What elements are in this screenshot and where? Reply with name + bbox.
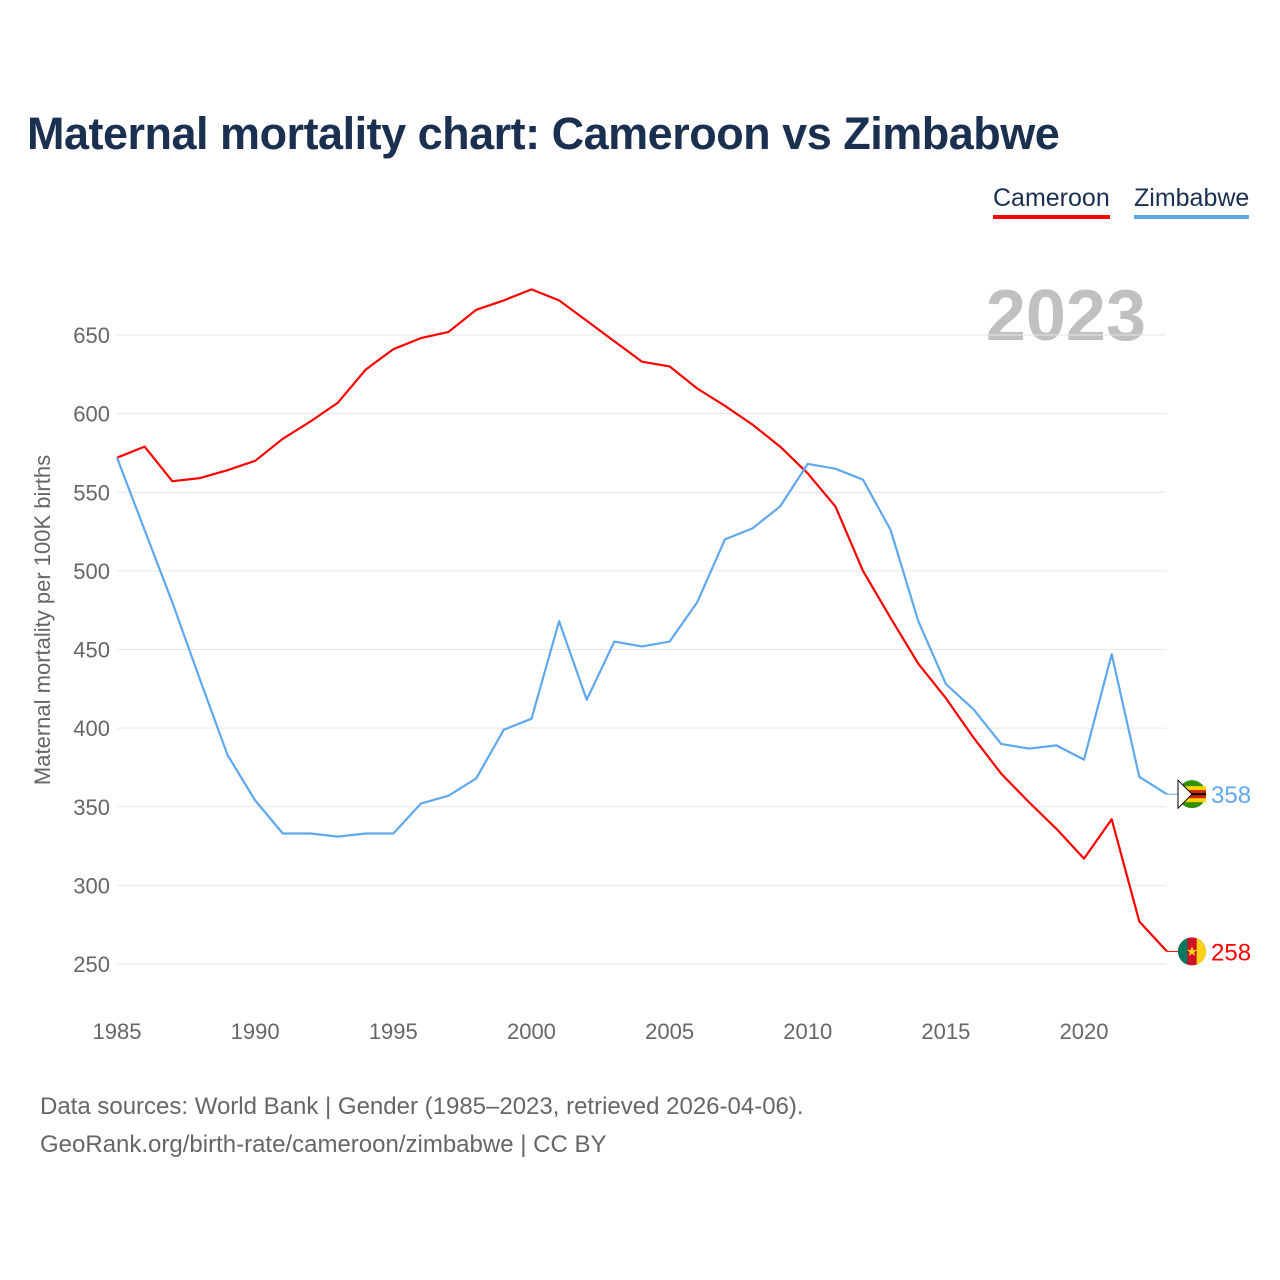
- x-tick-label: 2015: [921, 1019, 970, 1044]
- x-tick-label: 1985: [93, 1019, 142, 1044]
- x-tick-label: 2000: [507, 1019, 556, 1044]
- y-tick-label: 500: [73, 559, 110, 584]
- end-value-label: 258: [1211, 939, 1251, 966]
- x-tick-label: 2020: [1060, 1019, 1109, 1044]
- footer-sources: Data sources: World Bank | Gender (1985–…: [40, 1093, 804, 1120]
- y-tick-label: 400: [73, 716, 110, 741]
- y-axis-label: Maternal mortality per 100K births: [30, 455, 55, 785]
- cameroon-flag-icon: [1177, 937, 1207, 966]
- footer: Data sources: World Bank | Gender (1985–…: [40, 1088, 804, 1164]
- y-tick-label: 600: [73, 402, 110, 427]
- chart-title: Maternal mortality chart: Cameroon vs Zi…: [27, 108, 1060, 159]
- x-tick-label: 1995: [369, 1019, 418, 1044]
- series-line-cameroon: [116, 288, 1168, 953]
- y-tick-label: 300: [73, 873, 110, 898]
- legend-zimbabwe[interactable]: Zimbabwe: [1134, 184, 1250, 219]
- zimbabwe-flag-icon: [1177, 778, 1206, 810]
- x-tick-label: 2005: [645, 1019, 694, 1044]
- legend-cameroon[interactable]: Cameroon: [993, 184, 1110, 219]
- y-tick-label: 350: [73, 795, 110, 820]
- footer-link[interactable]: GeoRank.org/birth-rate/cameroon/zimbabwe…: [40, 1131, 607, 1158]
- end-value-label: 358: [1211, 782, 1251, 809]
- x-tick-label: 2010: [783, 1019, 832, 1044]
- y-tick-label: 550: [73, 480, 110, 505]
- y-tick-label: 650: [73, 323, 110, 348]
- y-tick-label: 450: [73, 638, 110, 663]
- year-watermark: 2023: [986, 276, 1146, 356]
- series-line-zimbabwe: [115, 457, 1168, 838]
- y-tick-label: 250: [73, 952, 110, 977]
- x-tick-label: 1990: [231, 1019, 280, 1044]
